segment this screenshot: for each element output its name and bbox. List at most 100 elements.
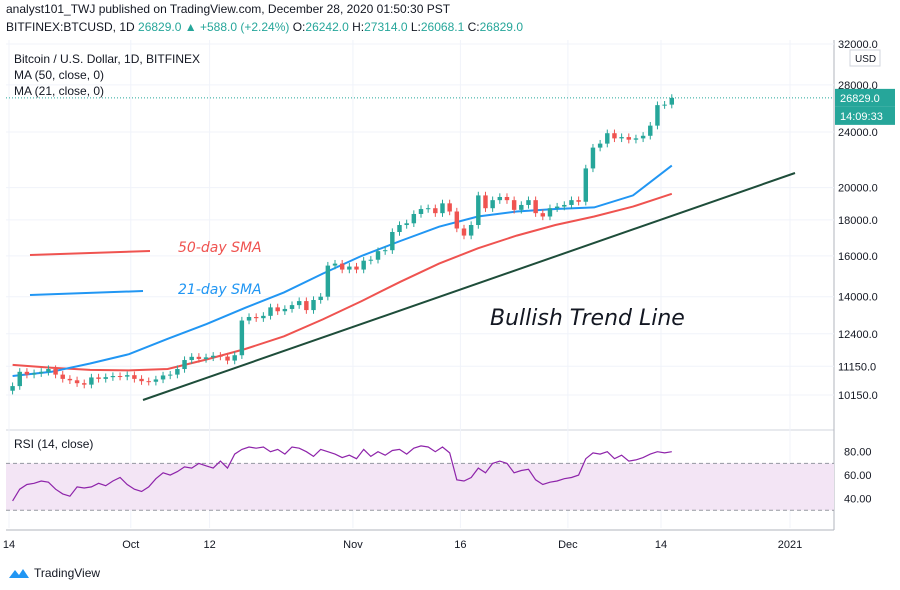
candle-body bbox=[433, 208, 438, 214]
candle-body bbox=[325, 265, 331, 297]
ohlc-line: BITFINEX:BTCUSD, 1D 26829.0 ▲ +588.0 (+2… bbox=[6, 20, 523, 34]
candle-body bbox=[597, 143, 603, 148]
candle-body bbox=[246, 317, 252, 321]
candle-body bbox=[239, 320, 245, 356]
candle-body bbox=[655, 105, 660, 126]
symbol: BITFINEX:BTCUSD, 1D bbox=[6, 20, 135, 34]
change-value: ▲ +588.0 (+2.24%) bbox=[184, 20, 290, 34]
candle-body bbox=[74, 380, 80, 384]
candle-body bbox=[511, 200, 517, 210]
annotation-sma21: 21-day SMA bbox=[178, 282, 262, 298]
candle-body bbox=[490, 200, 495, 209]
candle-body bbox=[605, 133, 610, 144]
rsi-band bbox=[6, 462, 834, 511]
candle-body bbox=[96, 377, 101, 379]
candle-body bbox=[504, 196, 510, 201]
candle-body bbox=[311, 299, 316, 311]
candle-body bbox=[282, 308, 288, 312]
candle-body bbox=[648, 125, 653, 136]
annotation-trend: Bullish Trend Line bbox=[490, 306, 685, 331]
candle-body bbox=[139, 378, 144, 382]
candle-body bbox=[46, 369, 51, 372]
candle-body bbox=[554, 206, 560, 209]
candle-body bbox=[390, 232, 395, 251]
time-tick-label: 14 bbox=[3, 539, 15, 551]
candle-body bbox=[275, 307, 280, 312]
candle-body bbox=[576, 200, 581, 202]
low-label: L: bbox=[410, 20, 421, 34]
candle-body bbox=[160, 375, 166, 380]
rsi-band-fill bbox=[6, 463, 834, 511]
close-label: C: bbox=[467, 20, 480, 34]
close-value: 26829.0 bbox=[479, 20, 523, 34]
price-tick-label: 12400.0 bbox=[838, 329, 878, 341]
candle-body bbox=[633, 138, 639, 140]
axes: 10150.0 11150.0 12400.0 14000.0 16000.0 18000… bbox=[3, 39, 878, 551]
candle-body bbox=[60, 374, 65, 379]
candle-body bbox=[332, 263, 338, 266]
trend-line[interactable] bbox=[29, 172, 796, 401]
candle-body bbox=[132, 375, 137, 379]
rsi-tick-label: 60.00 bbox=[844, 470, 872, 482]
candle-body bbox=[39, 371, 44, 374]
candle-body bbox=[67, 378, 73, 381]
candle-body bbox=[454, 211, 460, 229]
candle-body bbox=[590, 147, 596, 169]
candle-body bbox=[619, 137, 624, 139]
candle-body bbox=[117, 376, 123, 378]
time-tick-label: 2021 bbox=[778, 539, 802, 551]
candle-body bbox=[547, 208, 553, 217]
low-value: 26068.1 bbox=[420, 20, 465, 34]
candle-body bbox=[368, 259, 374, 261]
legend-ma50[interactable]: MA (50, close, 0) bbox=[14, 68, 105, 82]
candle-body bbox=[304, 301, 309, 311]
brand-name: TradingView bbox=[34, 566, 101, 580]
candle-body bbox=[261, 315, 266, 319]
candle-body bbox=[533, 200, 538, 214]
candle-body bbox=[397, 225, 402, 233]
last-value: 26829.0 bbox=[138, 20, 182, 34]
price-tick-label: 14000.0 bbox=[838, 292, 878, 304]
candle-body bbox=[318, 296, 323, 300]
candle-body bbox=[196, 356, 202, 359]
publish-line: analyst101_TWJ published on TradingView.… bbox=[6, 2, 451, 16]
candle-body bbox=[562, 204, 567, 207]
candle-body bbox=[497, 196, 503, 201]
candle-body bbox=[583, 168, 589, 202]
bullish-trend-line bbox=[142, 172, 796, 401]
price-tick-label: 11150.0 bbox=[838, 361, 876, 373]
candle-body bbox=[268, 307, 273, 316]
candle-body bbox=[167, 374, 173, 376]
candle-body bbox=[461, 228, 467, 236]
chart-legend-title: Bitcoin / U.S. Dollar, 1D, BITFINEX bbox=[14, 52, 201, 66]
candle-body bbox=[175, 369, 180, 375]
candle-body bbox=[375, 251, 381, 260]
countdown-tag bbox=[835, 106, 895, 125]
candle-body bbox=[404, 223, 409, 226]
legend-ma21[interactable]: MA (21, close, 0) bbox=[14, 84, 105, 98]
time-tick-label: 12 bbox=[203, 539, 215, 551]
candle-body bbox=[519, 204, 524, 210]
candle-body bbox=[440, 203, 445, 214]
price-tick-label: 20000.0 bbox=[838, 183, 878, 195]
candle-body bbox=[382, 250, 388, 252]
candle-body bbox=[82, 383, 87, 385]
candle-body bbox=[153, 379, 159, 382]
candle-body bbox=[146, 381, 151, 383]
candle-body bbox=[418, 209, 424, 214]
high-value: 27314.0 bbox=[364, 20, 408, 34]
legend-sma50-sample bbox=[29, 250, 151, 256]
candle-body bbox=[640, 135, 646, 139]
candle-body bbox=[347, 266, 352, 270]
candle-body bbox=[189, 356, 194, 361]
brand-footer: TradingView bbox=[8, 566, 100, 580]
price-tick-label: 16000.0 bbox=[838, 251, 878, 263]
last-price-tag bbox=[835, 88, 895, 107]
candle-body bbox=[669, 97, 674, 105]
candle-body bbox=[17, 371, 22, 387]
rsi-line bbox=[12, 445, 672, 502]
candle-body bbox=[24, 371, 30, 375]
candle-body bbox=[218, 355, 223, 357]
candle-body bbox=[89, 377, 94, 385]
